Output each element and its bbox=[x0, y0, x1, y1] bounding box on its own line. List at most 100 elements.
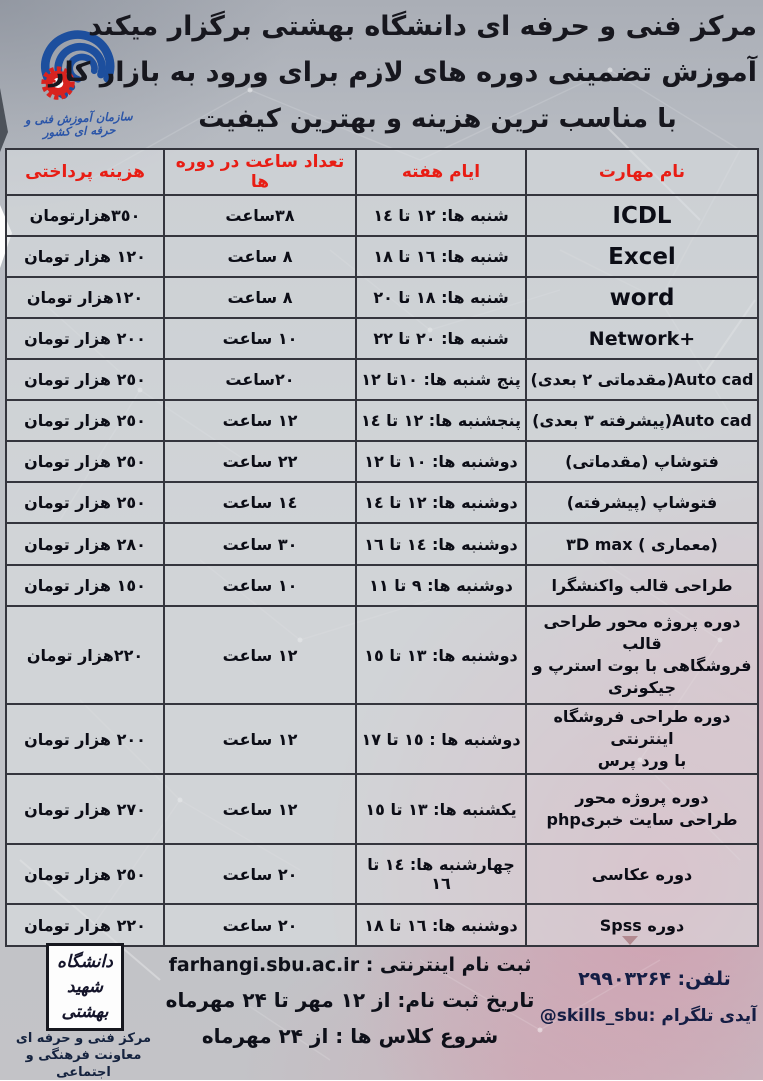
contact-info: تلفن: ۲۹۹۰۳۲۶۴ آیدی تلگرام :‪@skills_sbu… bbox=[539, 962, 757, 1036]
table-row: Auto cad(مقدماتی ٢ بعدی) پنج شنبه ها: ١٠… bbox=[5, 358, 759, 401]
cell-skill-name: دوره عکاسی bbox=[525, 843, 759, 905]
heading-line-2: آموزش تضمینی دوره های لازم برای ورود به … bbox=[48, 57, 757, 88]
cell-cost: ٢٥٠ هزار تومان bbox=[5, 843, 165, 905]
cell-skill-name: فتوشاپ (مقدماتی) bbox=[525, 440, 759, 483]
courses-table: نام مهارت ایام هفته تعداد ساعت در دوره ه… bbox=[5, 148, 759, 947]
cell-skill-name: دوره طراحی فروشگاه اینترنتی با ورد پرس bbox=[525, 703, 759, 775]
cell-cost: ٢٨٠ هزار تومان bbox=[5, 522, 165, 566]
cell-course-hours: ٢٠ ساعت bbox=[163, 903, 357, 947]
cell-week-days: دوشنبه ها : ١٥ تا ١٧ bbox=[355, 703, 527, 775]
cell-week-days: شنبه ها: ١٢ تا ١٤ bbox=[355, 194, 527, 237]
online-registration-line: ثبت نام اینترنتی : ‪farhangi.sbu.ac.ir‬ bbox=[168, 954, 532, 976]
cell-week-days: دوشنبه ها: ١٠ تا ١٢ bbox=[355, 440, 527, 483]
cell-cost: ٢٢٠هزار تومان bbox=[5, 605, 165, 705]
cell-cost: ١٢٠هزار تومان bbox=[5, 276, 165, 319]
sbu-logo-caption: مرکز فنی و حرفه ای معاونت فرهنگی و اجتما… bbox=[6, 1030, 161, 1081]
col-header-week-days: ایام هفته bbox=[355, 148, 527, 196]
cell-course-hours: ٢٠ساعت bbox=[163, 358, 357, 401]
table-row: دوره عکاسی چهارشنبه ها: ١٤ تا ١٦ ٢٠ ساعت… bbox=[5, 843, 759, 905]
cell-cost: ٢٥٠ هزار تومان bbox=[5, 481, 165, 524]
cell-cost: ٢٧٠ هزار تومان bbox=[5, 773, 165, 845]
cell-week-days: یکشنبه ها: ١٣ تا ١٥ bbox=[355, 773, 527, 845]
cell-skill-name: دوره Spss bbox=[525, 903, 759, 947]
cell-course-hours: ٢٢ ساعت bbox=[163, 440, 357, 483]
cell-cost: ١٥٠ هزار تومان bbox=[5, 564, 165, 607]
cell-course-hours: ١٢ ساعت bbox=[163, 605, 357, 705]
cell-cost: ٢٠٠ هزار تومان bbox=[5, 317, 165, 360]
cell-week-days: دوشنبه ها: ٩ تا ١١ bbox=[355, 564, 527, 607]
cell-cost: ٢٢٠ هزار تومان bbox=[5, 903, 165, 947]
table-row: word شنبه ها: ١٨ تا ٢٠ ٨ ساعت ١٢٠هزار تو… bbox=[5, 276, 759, 319]
table-row: دوره Spss دوشنبه ها: ١٦ تا ١٨ ٢٠ ساعت ٢٢… bbox=[5, 903, 759, 947]
flyer-heading: مرکز فنی و حرفه ای دانشگاه بهشتی برگزار … bbox=[48, 4, 757, 142]
cell-cost: ٢٥٠ هزار تومان bbox=[5, 358, 165, 401]
cell-course-hours: ١٠ ساعت bbox=[163, 317, 357, 360]
cell-skill-name: ‪٣D max ( معماری)‬ bbox=[525, 522, 759, 566]
phone-line: تلفن: ۲۹۹۰۳۲۶۴ bbox=[578, 968, 731, 990]
cell-week-days: دوشنبه ها: ١٦ تا ١٨ bbox=[355, 903, 527, 947]
sbu-logo-line: دانشگاه bbox=[57, 951, 113, 972]
cell-course-hours: ١٢ ساعت bbox=[163, 399, 357, 442]
registration-info: ثبت نام اینترنتی : ‪farhangi.sbu.ac.ir‬ … bbox=[150, 948, 550, 1054]
cell-cost: ٢٠٠ هزار تومان bbox=[5, 703, 165, 775]
cell-course-hours: ١٢ ساعت bbox=[163, 773, 357, 845]
col-header-skill-name: نام مهارت bbox=[525, 148, 759, 196]
cell-skill-name: طراحی قالب واکنشگرا bbox=[525, 564, 759, 607]
col-header-cost: هزینه پرداختی bbox=[5, 148, 165, 196]
cell-course-hours: ٣٠ ساعت bbox=[163, 522, 357, 566]
sbu-caption-line-2: معاونت فرهنگی و اجتماعی bbox=[25, 1048, 142, 1080]
cell-cost: ٢٥٠ هزار تومان bbox=[5, 440, 165, 483]
table-row: دوره طراحی فروشگاه اینترنتی با ورد پرس د… bbox=[5, 703, 759, 775]
cell-skill-name: ICDL bbox=[525, 194, 759, 237]
sbu-caption-line-1: مرکز فنی و حرفه ای bbox=[15, 1031, 152, 1046]
class-start-line: شروع کلاس ها : از ۲۴ مهرماه bbox=[201, 1024, 499, 1048]
tvto-gear-icon bbox=[41, 30, 115, 100]
cell-skill-name: ‪Network+‬ bbox=[525, 317, 759, 360]
table-header-row: نام مهارت ایام هفته تعداد ساعت در دوره ه… bbox=[5, 148, 759, 196]
table-row: Excel شنبه ها: ١٦ تا ١٨ ٨ ساعت ١٢٠ هزار … bbox=[5, 235, 759, 278]
tvto-logo-block: سازمان آموزش فنی و حرفه ای کشور bbox=[20, 24, 138, 139]
table-row: ‪٣D max ( معماری)‬ دوشنبه ها: ١٤ تا ١٦ ٣… bbox=[5, 522, 759, 566]
cell-cost: ٢٥٠ هزار تومان bbox=[5, 399, 165, 442]
sbu-logo-line: بهشتی bbox=[61, 1001, 109, 1022]
table-row: دوره پروژه محور طراحی قالب فروشگاهی با ب… bbox=[5, 605, 759, 705]
sbu-university-logo: دانشگاه شهید بهشتی bbox=[46, 943, 124, 1031]
cell-skill-name: Excel bbox=[525, 235, 759, 278]
table-row: Auto cad(پیشرفته ٣ بعدی) پنجشنبه ها: ١٢ … bbox=[5, 399, 759, 442]
heading-line-1: مرکز فنی و حرفه ای دانشگاه بهشتی برگزار … bbox=[88, 11, 757, 42]
table-row: فتوشاپ (پیشرفته) دوشنبه ها: ١٢ تا ١٤ ١٤ … bbox=[5, 481, 759, 524]
cell-course-hours: ١٢ ساعت bbox=[163, 703, 357, 775]
cell-skill-name: دوره پروژه محور طراحی قالب فروشگاهی با ب… bbox=[525, 605, 759, 705]
cell-skill-name: فتوشاپ (پیشرفته) bbox=[525, 481, 759, 524]
cell-course-hours: ٢٠ ساعت bbox=[163, 843, 357, 905]
registration-dates-line: تاریخ ثبت نام: از ۱۲ مهر تا ۲۴ مهرماه bbox=[165, 988, 535, 1012]
sbu-logo-line: شهید bbox=[66, 976, 104, 997]
cell-skill-name: Auto cad(پیشرفته ٣ بعدی) bbox=[525, 399, 759, 442]
col-header-course-hours: تعداد ساعت در دوره ها bbox=[163, 148, 357, 196]
table-row: ‪Network+‬ شنبه ها: ٢٠ تا ٢٢ ١٠ ساعت ٢٠٠… bbox=[5, 317, 759, 360]
cell-week-days: دوشنبه ها: ١٢ تا ١٤ bbox=[355, 481, 527, 524]
table-row: طراحی قالب واکنشگرا دوشنبه ها: ٩ تا ١١ ١… bbox=[5, 564, 759, 607]
cell-course-hours: ٨ ساعت bbox=[163, 235, 357, 278]
cell-skill-name: دوره پروژه محور ‪phpطراحی سایت خبری‬ bbox=[525, 773, 759, 845]
cell-week-days: چهارشنبه ها: ١٤ تا ١٦ bbox=[355, 843, 527, 905]
table-row: دوره پروژه محور ‪phpطراحی سایت خبری‬ یکش… bbox=[5, 773, 759, 845]
cell-skill-name: Auto cad(مقدماتی ٢ بعدی) bbox=[525, 358, 759, 401]
cell-week-days: پنج شنبه ها: ١٠تا ١٢ bbox=[355, 358, 527, 401]
table-row: فتوشاپ (مقدماتی) دوشنبه ها: ١٠ تا ١٢ ٢٢ … bbox=[5, 440, 759, 483]
cell-course-hours: ١٠ ساعت bbox=[163, 564, 357, 607]
cell-week-days: دوشنبه ها: ١٤ تا ١٦ bbox=[355, 522, 527, 566]
dark-wedge-decoration bbox=[0, 88, 8, 152]
table-row: ICDL شنبه ها: ١٢ تا ١٤ ٣٨ساعت ٣٥٠هزارتوم… bbox=[5, 194, 759, 237]
cell-course-hours: ٣٨ساعت bbox=[163, 194, 357, 237]
cell-week-days: شنبه ها: ١٨ تا ٢٠ bbox=[355, 276, 527, 319]
cell-week-days: شنبه ها: ١٦ تا ١٨ bbox=[355, 235, 527, 278]
telegram-line: آیدی تلگرام :‪@skills_sbu‬ bbox=[539, 1006, 757, 1026]
cell-cost: ٣٥٠هزارتومان bbox=[5, 194, 165, 237]
cell-course-hours: ٨ ساعت bbox=[163, 276, 357, 319]
cell-skill-name: word bbox=[525, 276, 759, 319]
heading-line-3: با مناسب ترین هزینه و بهترین کیفیت bbox=[198, 104, 677, 134]
cell-course-hours: ١٤ ساعت bbox=[163, 481, 357, 524]
cell-week-days: دوشنبه ها: ١٣ تا ١٥ bbox=[355, 605, 527, 705]
